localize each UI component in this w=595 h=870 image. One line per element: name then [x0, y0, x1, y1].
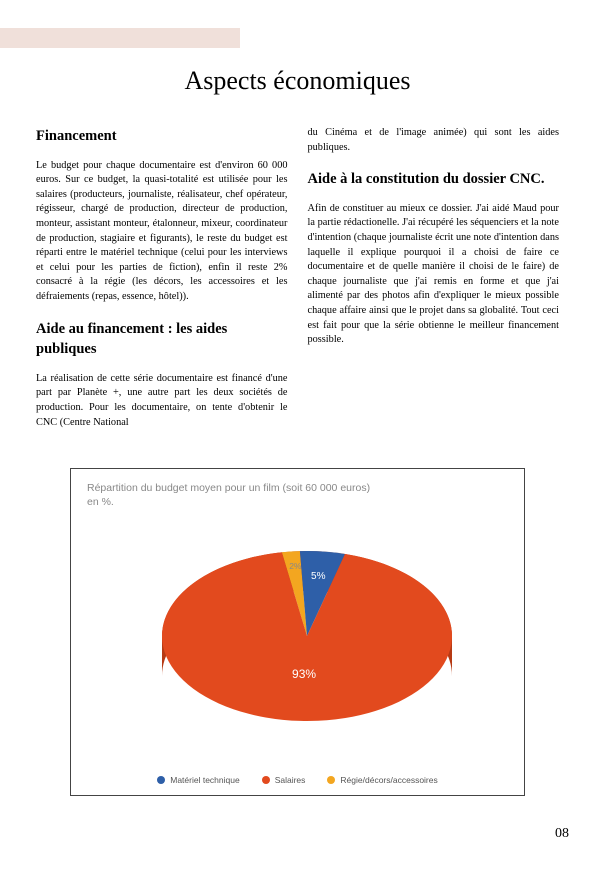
para-aides: La réalisation de cette série documentai…: [36, 372, 288, 430]
legend-item: Matériel technique: [157, 775, 239, 785]
chart-title-line1: Répartition du budget moyen pour un film…: [87, 482, 370, 494]
chart-title-line2: en %.: [87, 496, 114, 508]
heading-cnc: Aide à la constitution du dossier CNC.: [308, 169, 560, 190]
body-columns: Financement Le budget pour chaque docume…: [0, 126, 595, 438]
pie-chart: 2% 5% 93%: [87, 516, 508, 771]
heading-aides-publiques: Aide au financement : les aides publique…: [36, 319, 288, 360]
column-left: Financement Le budget pour chaque docume…: [36, 126, 288, 438]
legend-label: Salaires: [275, 775, 306, 785]
heading-financement: Financement: [36, 126, 288, 147]
chart-legend: Matériel technique Salaires Régie/décors…: [87, 775, 508, 785]
pie-svg: 2% 5% 93%: [87, 516, 508, 771]
chart-title: Répartition du budget moyen pour un film…: [87, 481, 508, 509]
column-right: du Cinéma et de l'image animée) qui sont…: [308, 126, 560, 438]
legend-swatch: [327, 776, 335, 784]
legend-label: Régie/décors/accessoires: [340, 775, 437, 785]
chart-container: Répartition du budget moyen pour un film…: [70, 468, 525, 795]
legend-item: Régie/décors/accessoires: [327, 775, 437, 785]
para-cnc: Afin de constituer au mieux ce dossier. …: [308, 202, 560, 348]
legend-swatch: [157, 776, 165, 784]
legend-swatch: [262, 776, 270, 784]
decorative-top-bar: [0, 28, 240, 48]
legend-item: Salaires: [262, 775, 306, 785]
page-number: 08: [555, 826, 569, 842]
svg-text:5%: 5%: [311, 571, 326, 582]
page-title: Aspects économiques: [0, 66, 595, 96]
svg-text:93%: 93%: [292, 667, 316, 681]
para-financement: Le budget pour chaque documentaire est d…: [36, 159, 288, 305]
legend-label: Matériel technique: [170, 775, 239, 785]
para-continuation: du Cinéma et de l'image animée) qui sont…: [308, 126, 560, 155]
svg-text:2%: 2%: [289, 561, 302, 571]
